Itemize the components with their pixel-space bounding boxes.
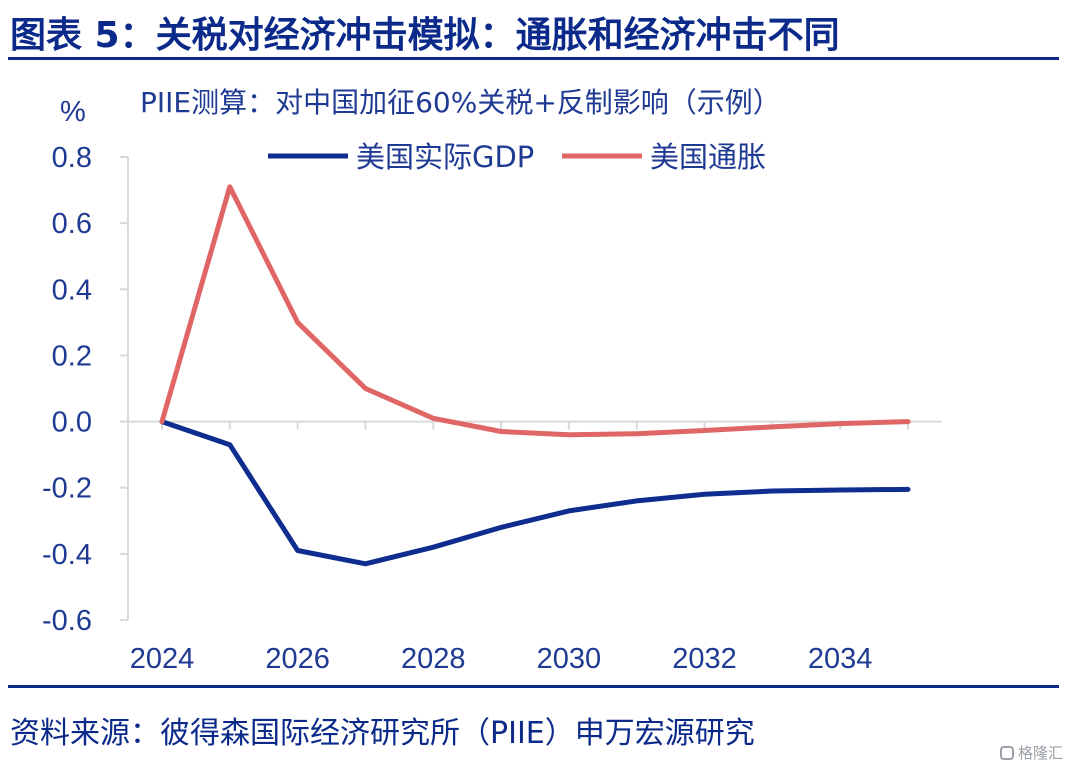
x-tick-label: 2028: [401, 643, 466, 675]
source-note: 资料来源：彼得森国际经济研究所（PIIE）申万宏源研究: [10, 716, 755, 751]
source-rule: [8, 685, 1059, 688]
watermark: 格隆汇: [999, 742, 1063, 763]
figure-title: 图表 5：关税对经济冲击模拟：通胀和经济冲击不同: [10, 15, 840, 56]
chart-title: PIIE测算：对中国加征60%关税+反制影响（示例）: [140, 86, 781, 119]
line-chart: 0.8 0.6 0.4 0.2 0.0 -0.2 -0.4 -0.6 2024 2026 2028 2…: [42, 86, 942, 675]
y-tick-label: 0.8: [52, 142, 92, 174]
watermark-logo-icon: [999, 745, 1014, 760]
legend-label: 美国实际GDP: [356, 140, 534, 174]
x-tick-label: 2032: [672, 643, 737, 675]
x-tick-label: 2034: [808, 643, 873, 675]
y-tick-label: 0.4: [52, 274, 92, 306]
y-tick-label: 0.0: [52, 407, 92, 439]
watermark-text: 格隆汇: [1017, 744, 1063, 762]
y-tick-label: -0.6: [42, 605, 92, 637]
y-axis-label: %: [60, 96, 86, 128]
series-line-inflation: [159, 184, 911, 438]
x-tick-label: 2026: [265, 643, 330, 675]
x-tick-label: 2024: [130, 643, 195, 675]
y-tick-label: -0.2: [42, 473, 92, 505]
legend-label: 美国通胀: [650, 140, 766, 174]
y-tick-label: 0.2: [52, 340, 92, 372]
x-tick-label: 2030: [537, 643, 602, 675]
y-tick-label: 0.6: [52, 208, 92, 240]
title-rule: [8, 57, 1059, 60]
series-line-gdp: [159, 419, 911, 567]
y-tick-label: -0.4: [42, 539, 92, 571]
